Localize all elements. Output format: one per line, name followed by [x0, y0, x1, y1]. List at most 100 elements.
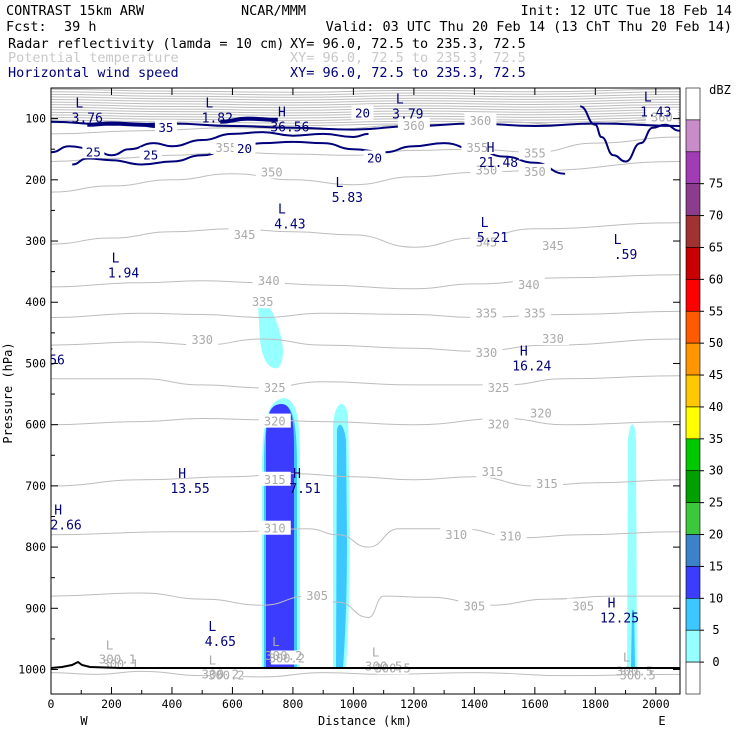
theta-label: 315 [264, 473, 286, 487]
theta-label-bg [246, 294, 279, 309]
theta-label-bg [536, 330, 569, 345]
colorbar-label: 25 [709, 496, 723, 510]
colorbar-swatch [685, 470, 701, 503]
wind-extremum-marker: H [293, 467, 301, 482]
wind-extremum-marker: L [396, 92, 404, 107]
theta-label: 350 [476, 164, 498, 178]
theta-label: 335 [476, 306, 498, 320]
theta-label-bg [518, 305, 551, 320]
colorbar-swatch [685, 342, 701, 376]
colorbar-label: 50 [709, 336, 723, 350]
theta-label: 320 [264, 415, 286, 429]
y-tick-label: 100 [25, 112, 46, 126]
wind-extremum-value: 1.43 [640, 105, 671, 120]
theta-contour-330 [51, 338, 680, 352]
colorbar-label: 60 [709, 272, 723, 286]
theta-label-bg [258, 413, 291, 428]
wind-extremum-value: 21.48 [479, 156, 518, 171]
wind-extremum-value: .59 [614, 248, 637, 263]
theta-label: 355 [524, 146, 546, 160]
wind-label-bg [82, 144, 105, 159]
theta-label-bg [255, 164, 288, 179]
wind-extremum-value: 1.82 [202, 112, 233, 127]
colorbar-swatch [685, 310, 701, 344]
theta-label-bg [470, 234, 503, 249]
colorbar-swatch [685, 119, 701, 153]
wind-label: 20 [355, 106, 370, 121]
reflectivity-colorbar: dBZ 0 5 10 15 20 25 30 35 40 45 50 55 60 65 70 75 [685, 83, 731, 695]
wind-extremum-value: 7.51 [289, 482, 320, 497]
theta-label-bg [461, 139, 494, 154]
y-axis-label: Pressure (hPa) [1, 342, 15, 443]
theta-extremum-marker: L [209, 653, 217, 668]
x-axis-label: Distance (km) [318, 714, 412, 728]
wind-extremum-value: 13.55 [171, 482, 210, 497]
theta-label-bg [258, 520, 291, 535]
theta-label: 325 [488, 381, 510, 395]
wind-extremum-marker: L [208, 620, 216, 635]
terrain-line [51, 660, 680, 669]
colorbar-swatch [685, 183, 701, 216]
init-time: Init: 12 UTC Tue 18 Feb 14 [521, 3, 732, 19]
wind-extremum-marker: L [481, 216, 489, 231]
theta-label: 310 [445, 528, 467, 542]
theta-contour-320 [51, 417, 680, 426]
theta-label-bg [524, 405, 557, 420]
theta-label-bg [252, 272, 285, 287]
theta-extremum-value: 300.1 [99, 651, 137, 666]
echo-east-cyan [627, 424, 637, 668]
theta-label-bg [536, 237, 569, 252]
theta-contour-325 [51, 375, 680, 389]
wind-extremum-value: 4.43 [274, 217, 305, 232]
theta-label: 345 [476, 235, 498, 249]
wind-extremum-value: 12.25 [600, 612, 639, 627]
y-tick-label: 600 [25, 418, 46, 432]
field-3-name: Horizontal wind speed [8, 65, 179, 81]
theta-label: 330 [476, 346, 498, 360]
wind-label-bg [363, 150, 386, 165]
center-name: NCAR/MMM [241, 3, 306, 19]
colorbar-swatch [685, 279, 701, 312]
wind-label: 25 [86, 144, 101, 159]
y-tick-label: 500 [25, 356, 46, 370]
x-tick-label: 0 [48, 697, 55, 711]
theta-label: 350 [261, 165, 283, 179]
wind-extremum-marker: L [614, 233, 622, 248]
theta-label-bg [301, 588, 334, 603]
wind-extremum-value: 5.83 [332, 191, 363, 206]
field-3-xy: XY= 96.0, 72.5 to 235.3, 72.5 [290, 65, 526, 81]
wind-label-bg [351, 105, 374, 120]
colorbar-swatch [685, 151, 701, 184]
wind-extremum-value: 36.56 [270, 121, 309, 136]
theta-label: 325 [264, 381, 286, 395]
colorbar-swatch [685, 247, 701, 280]
y-tick-label: 200 [25, 173, 46, 187]
colorbar-label: 75 [709, 177, 723, 191]
theta-label-bg [470, 162, 503, 177]
colorbar-swatch [685, 502, 701, 535]
theta-label: 305 [572, 599, 594, 613]
y-tick-label: 300 [25, 234, 46, 248]
theta-label-bg [440, 526, 473, 541]
theta-label-bg [470, 305, 503, 320]
colorbar-swatch [685, 87, 701, 121]
colorbar-swatch [685, 534, 701, 567]
plot-frame [50, 87, 681, 695]
theta-extremum-value: 300.2 [265, 648, 303, 663]
theta-contour-310 [51, 528, 680, 548]
wind-extremum-marker: H [520, 344, 528, 359]
theta-label-bg [518, 163, 551, 178]
field-1-name: Radar reflectivity (lamda = 10 cm) [8, 36, 284, 52]
theta-label: 360 [651, 110, 673, 124]
theta-contour-345 [51, 222, 680, 248]
theta-label-bg [482, 416, 515, 431]
theta-label-bg [210, 667, 243, 682]
theta-band-line [51, 101, 680, 106]
y-tick-label: 400 [25, 295, 46, 309]
wind-extremum-marker: L [75, 97, 83, 112]
x-end-east: E [658, 714, 665, 728]
y-tick-label: 1000 [18, 663, 46, 677]
theta-label-bg [270, 650, 303, 665]
